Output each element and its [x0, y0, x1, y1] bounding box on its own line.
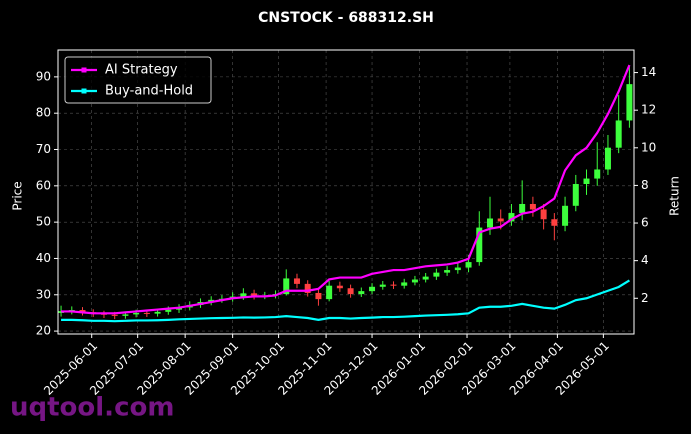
- candle-body: [583, 178, 590, 185]
- candle-body: [540, 209, 547, 220]
- y-tick-label: 30: [36, 287, 51, 301]
- candle-body: [401, 282, 408, 286]
- candle-body: [615, 120, 622, 148]
- candle-body: [304, 283, 311, 293]
- candle-body: [122, 314, 129, 316]
- legend-marker: [81, 67, 87, 73]
- candle-body: [379, 284, 386, 287]
- candle-body: [626, 84, 633, 121]
- candle-body: [594, 169, 601, 179]
- candle-body: [422, 276, 429, 280]
- candle-body: [283, 278, 290, 295]
- candle-body: [454, 267, 461, 271]
- y-axis-label: Price: [11, 181, 25, 210]
- y-tick-label: 80: [36, 106, 51, 120]
- candle-body: [165, 309, 172, 312]
- candle-body: [572, 184, 579, 206]
- y2-axis-label: Return: [668, 176, 682, 216]
- candle-body: [508, 213, 515, 222]
- y2-tick-label: 14: [641, 65, 656, 79]
- candle-body: [143, 312, 150, 314]
- y-tick-label: 20: [36, 324, 51, 338]
- candle-body: [336, 285, 343, 289]
- candle-body: [433, 272, 440, 277]
- legend-marker: [81, 88, 87, 94]
- y2-tick-label: 6: [641, 216, 649, 230]
- candle-body: [519, 203, 526, 214]
- y-tick-label: 70: [36, 142, 51, 156]
- candle-body: [293, 278, 300, 284]
- candle-body: [411, 279, 418, 283]
- candle-body: [326, 285, 333, 300]
- candle-body: [465, 262, 472, 268]
- y2-tick-label: 10: [641, 140, 656, 154]
- candle-body: [444, 270, 451, 273]
- y-tick-label: 40: [36, 251, 51, 265]
- series-line: [61, 64, 631, 315]
- legend-label: Buy-and-Hold: [105, 84, 193, 99]
- y2-tick-label: 12: [641, 103, 656, 117]
- candle-body: [240, 293, 247, 297]
- candle-body: [562, 205, 569, 226]
- candle-body: [111, 314, 118, 316]
- y-tick-label: 50: [36, 215, 51, 229]
- y2-tick-label: 2: [641, 291, 649, 305]
- y2-tick-label: 8: [641, 178, 649, 192]
- y-tick-label: 60: [36, 178, 51, 192]
- candle-body: [358, 291, 365, 295]
- watermark: uqtool.com: [10, 393, 174, 423]
- candle-body: [58, 311, 65, 313]
- candle-body: [133, 312, 140, 315]
- candle-body: [529, 203, 536, 210]
- candle-body: [497, 218, 504, 222]
- chart-title: CNSTOCK - 688312.SH: [258, 10, 434, 26]
- candle-body: [315, 292, 322, 300]
- candle-body: [369, 286, 376, 292]
- series-line: [61, 279, 630, 323]
- candle-body: [476, 227, 483, 263]
- candle-body: [347, 288, 354, 295]
- candle-body: [487, 218, 493, 228]
- y-tick-label: 90: [36, 69, 51, 83]
- plot-frame: [57, 49, 635, 335]
- candle-body: [79, 310, 86, 313]
- candle-body: [390, 284, 397, 286]
- legend-box: [64, 56, 212, 104]
- legend-label: AI Strategy: [105, 63, 178, 78]
- candle-body: [251, 293, 258, 297]
- candle-body: [551, 219, 558, 226]
- y2-tick-label: 4: [641, 253, 649, 267]
- candle-body: [154, 311, 161, 314]
- candle-body: [604, 147, 611, 170]
